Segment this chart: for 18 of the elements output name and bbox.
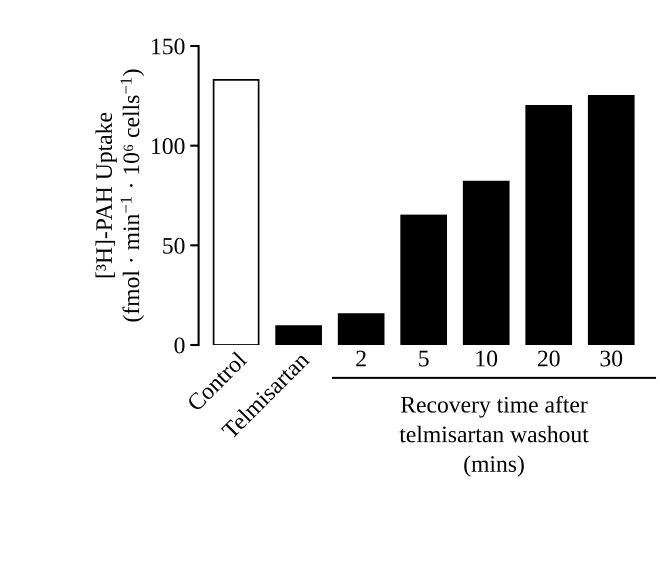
- x-axis-title: Recovery time after telmisartan washout (mins): [399, 396, 589, 477]
- x-tick-label: 2: [356, 350, 366, 366]
- y-tick-label: 150: [152, 38, 185, 54]
- y-axis-title: [³H]-PAH Uptake (fmol · min$^{−1}$ · 10⁶ cells$^{−1}$): [95, 70, 144, 322]
- bar: [525, 104, 572, 345]
- y-tick-label: 50: [163, 238, 185, 254]
- x-tick-label: 20: [538, 350, 560, 366]
- x-tick-label: 30: [600, 350, 622, 366]
- bar: [400, 214, 448, 345]
- bar: [462, 180, 510, 345]
- y-tick-label: 100: [152, 138, 185, 154]
- bar: [588, 95, 635, 345]
- y-tick-label: 0: [174, 337, 185, 354]
- bar: [275, 325, 322, 345]
- bar: [338, 313, 384, 345]
- bar: [212, 79, 260, 345]
- x-tick-label: 5: [419, 350, 429, 366]
- x-tick-label: 10: [476, 350, 498, 366]
